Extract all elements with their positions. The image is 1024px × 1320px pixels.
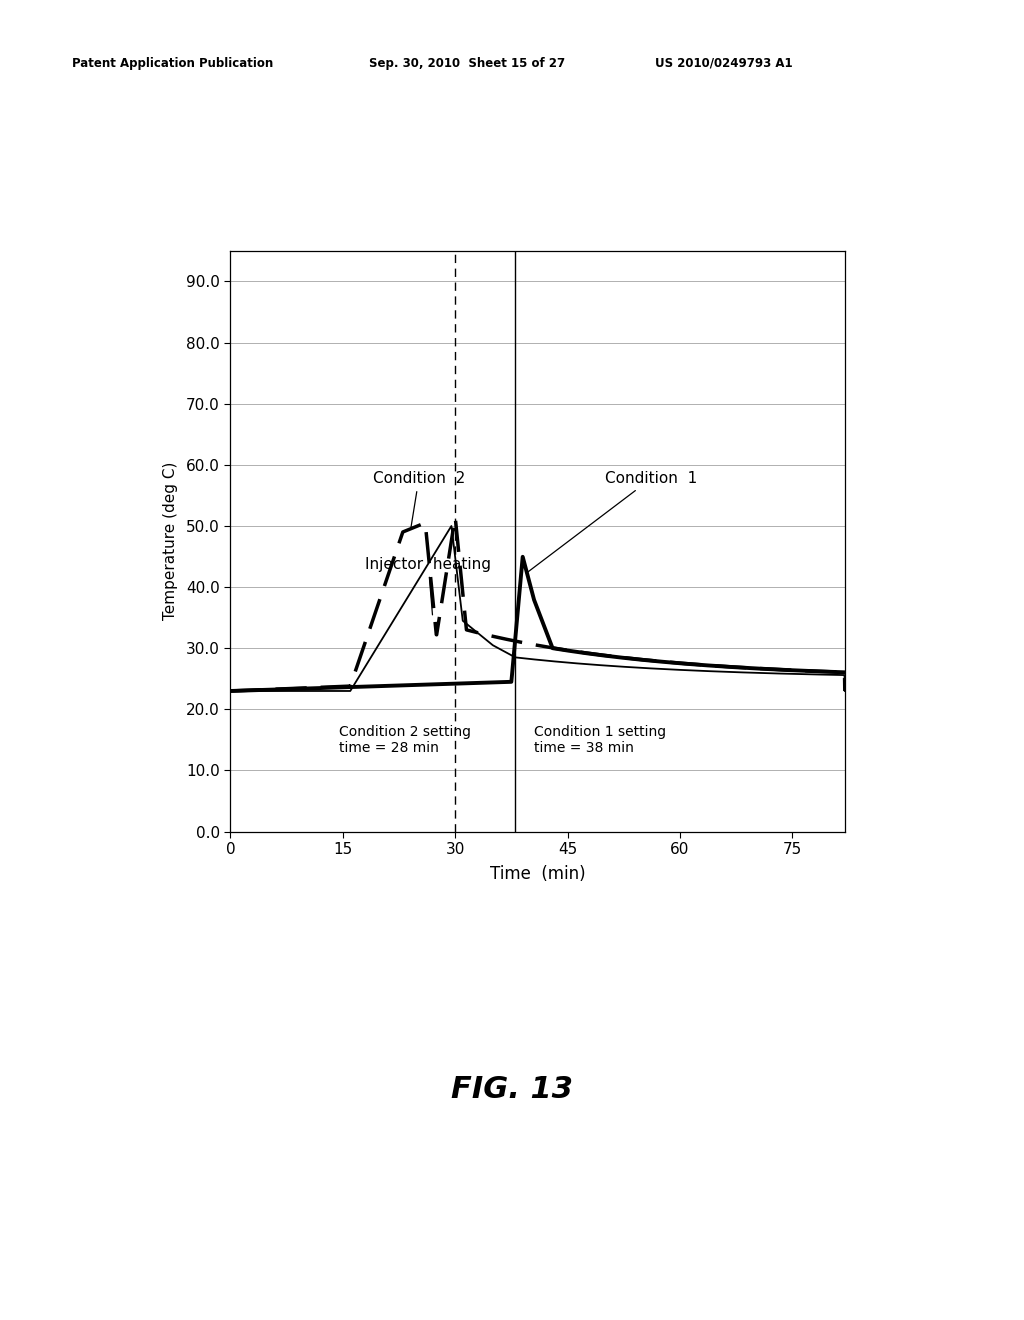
Text: Injector  heating: Injector heating	[366, 557, 492, 615]
Text: Condition 1 setting
time = 38 min: Condition 1 setting time = 38 min	[534, 725, 666, 755]
Text: Condition 2 setting
time = 28 min: Condition 2 setting time = 28 min	[339, 725, 471, 755]
Y-axis label: Temperature (deg C): Temperature (deg C)	[163, 462, 178, 620]
Text: US 2010/0249793 A1: US 2010/0249793 A1	[655, 57, 793, 70]
Text: FIG. 13: FIG. 13	[451, 1074, 573, 1104]
X-axis label: Time  (min): Time (min)	[489, 866, 586, 883]
Text: Condition  2: Condition 2	[373, 471, 465, 529]
Text: Patent Application Publication: Patent Application Publication	[72, 57, 273, 70]
Text: Sep. 30, 2010  Sheet 15 of 27: Sep. 30, 2010 Sheet 15 of 27	[369, 57, 565, 70]
Text: Condition  1: Condition 1	[526, 471, 697, 573]
